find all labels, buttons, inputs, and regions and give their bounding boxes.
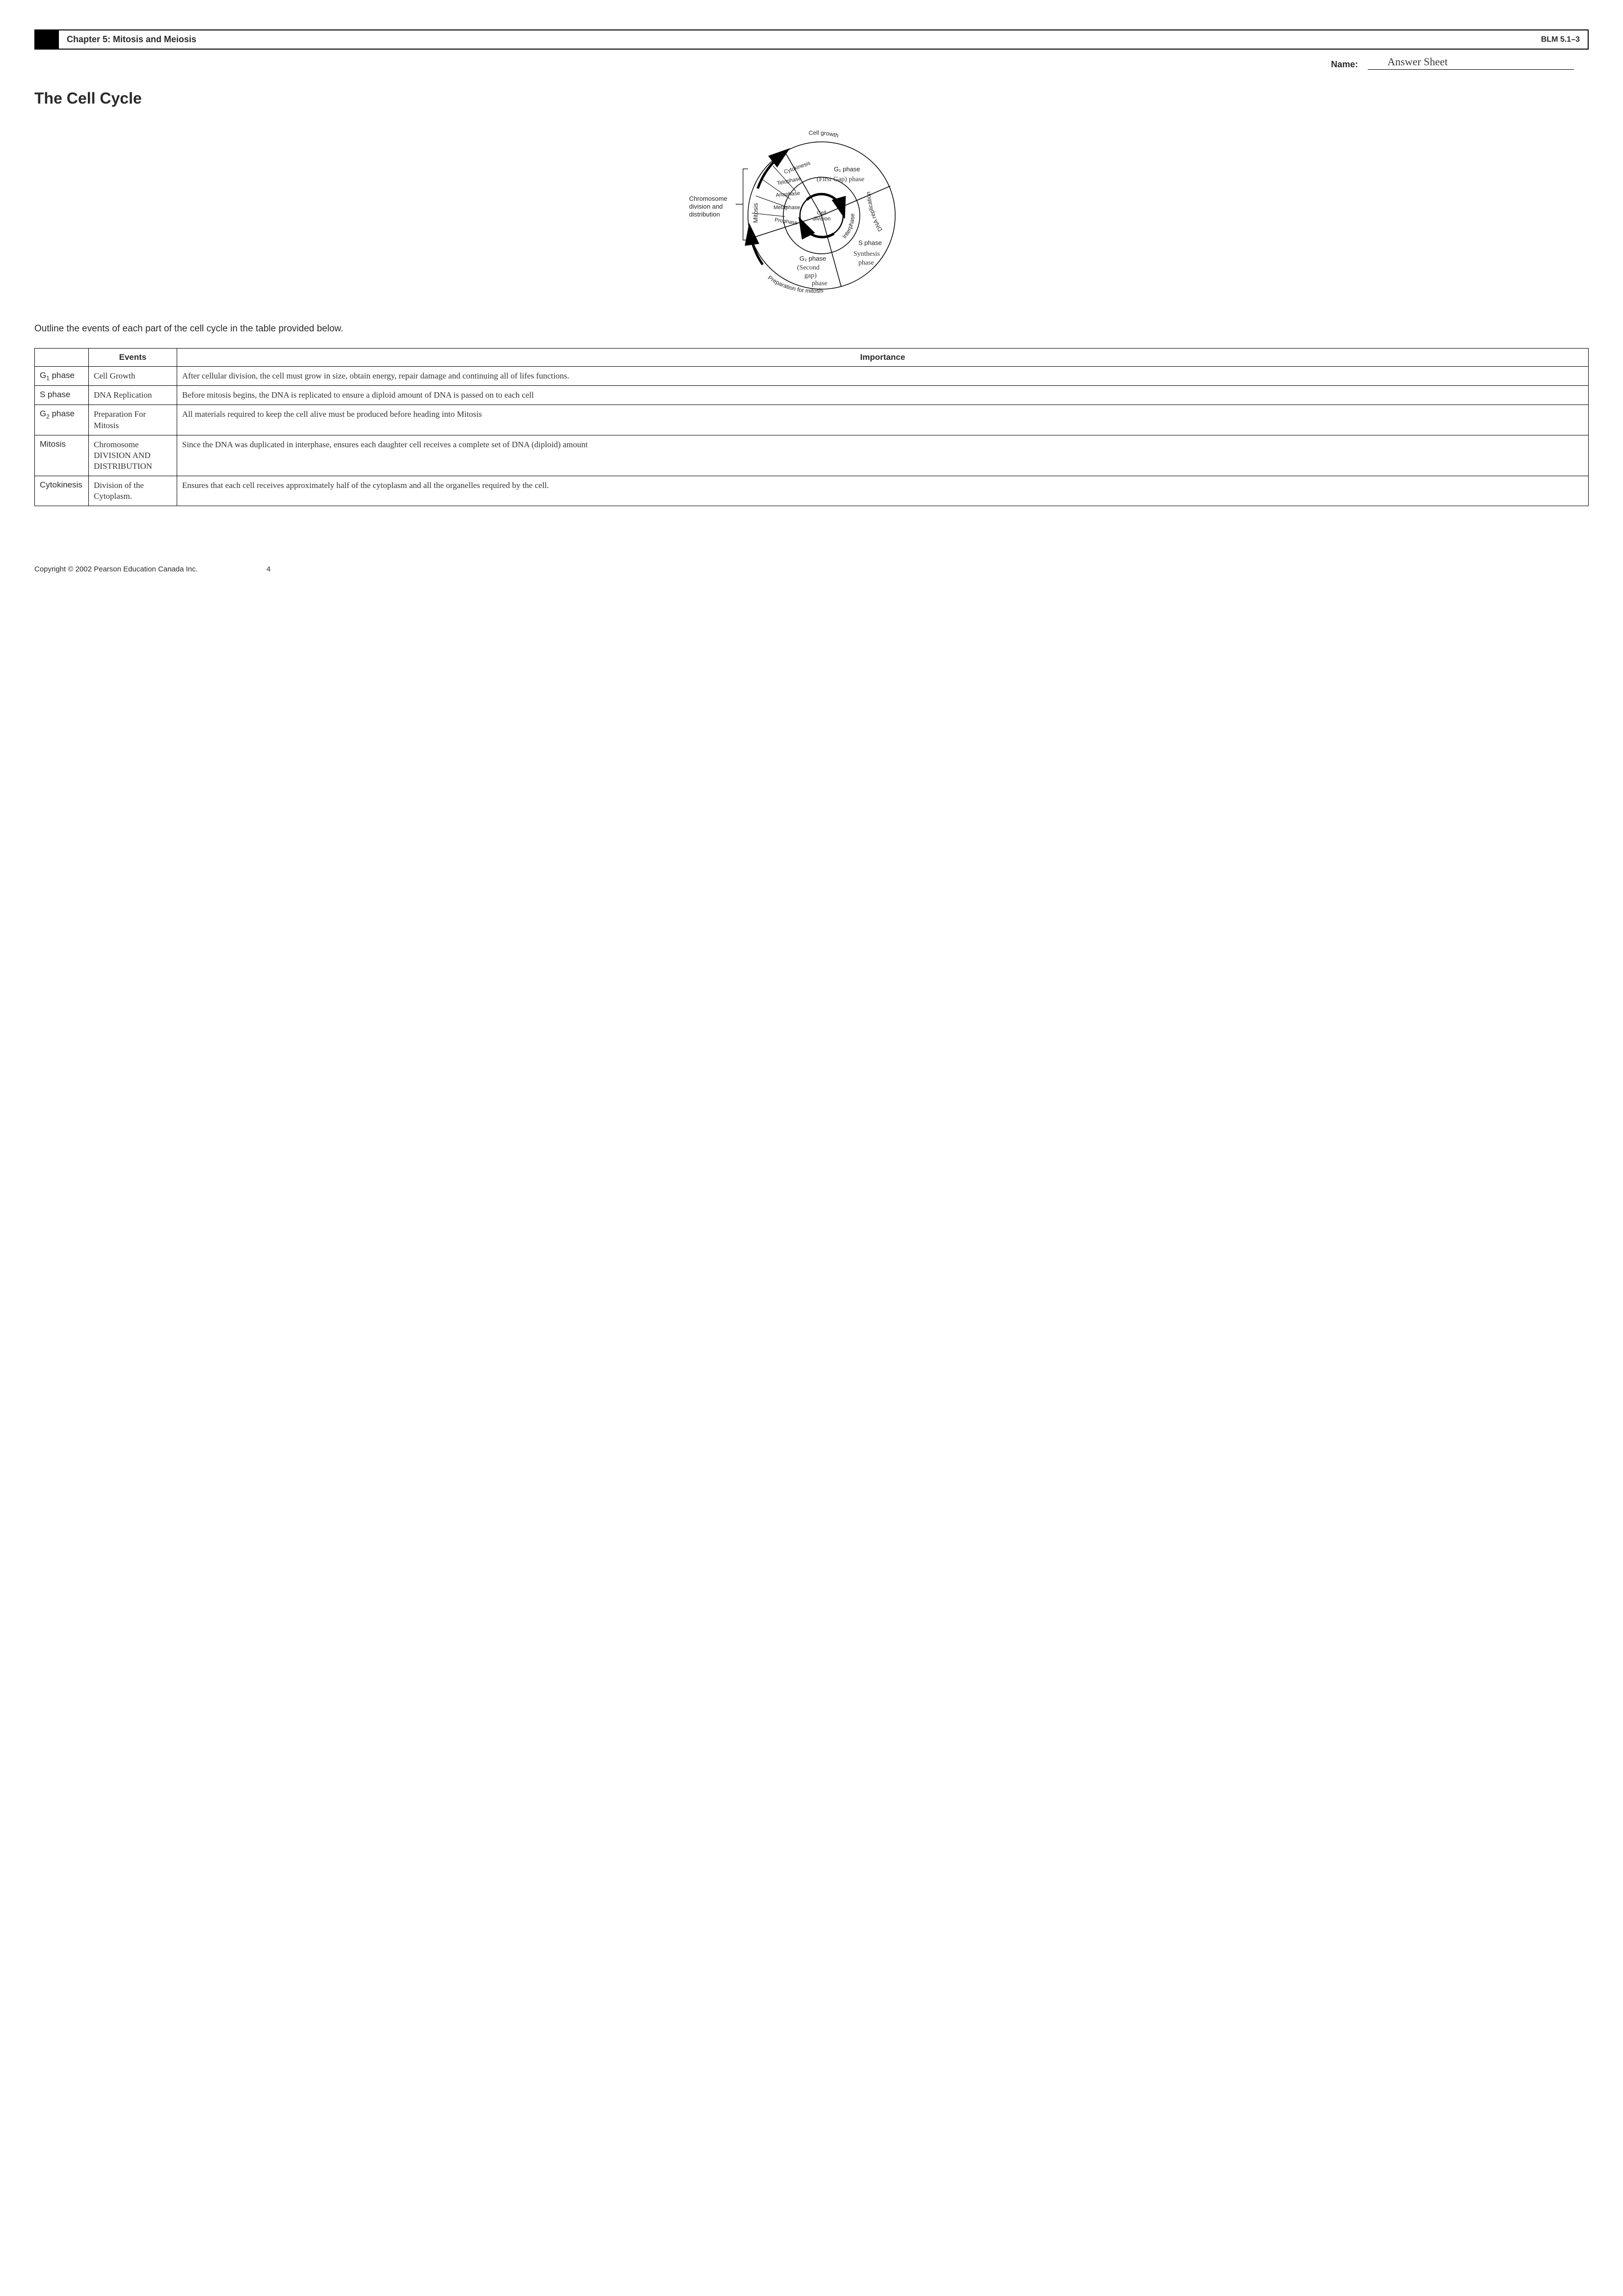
name-value: Answer Sheet [1368, 55, 1574, 70]
blm-code: BLM 5.1–3 [1541, 35, 1580, 44]
table-row: G2 phase Preparation For Mitosis All mat… [35, 405, 1589, 435]
row-label-g1: G1 phase [35, 367, 89, 386]
table-row: S phase DNA Replication Before mitosis b… [35, 386, 1589, 405]
label-g2-hw1: (Second [797, 264, 820, 271]
header-black-box [35, 30, 59, 49]
events-g1: Cell Growth [89, 367, 177, 386]
label-g1: G₁ phase [834, 165, 860, 173]
row-label-cytokinesis: Cytokinesis [35, 476, 89, 506]
cell-cycle-diagram: Cell growth DNA replication Preparation … [34, 122, 1589, 309]
label-g1-hw: (First Gap) phase [817, 176, 864, 183]
events-cytokinesis: Division of the Cytoplasm. [89, 476, 177, 506]
importance-cytokinesis: Ensures that each cell receives approxim… [177, 476, 1589, 506]
diagram-svg: Cell growth DNA replication Preparation … [660, 122, 964, 309]
copyright-text: Copyright © 2002 Pearson Education Canad… [34, 565, 198, 573]
label-mitosis-side: Mitosis [752, 203, 759, 223]
row-label-mitosis: Mitosis [35, 435, 89, 476]
table-header-row: Events Importance [35, 349, 1589, 367]
label-s-hw2: phase [858, 259, 874, 267]
label-g2-hw2: gap) [804, 272, 817, 279]
chapter-title: Chapter 5: Mitosis and Meiosis [67, 34, 196, 45]
th-importance: Importance [177, 349, 1589, 367]
page-header: Chapter 5: Mitosis and Meiosis BLM 5.1–3 [34, 29, 1589, 50]
events-s: DNA Replication [89, 386, 177, 405]
events-g2: Preparation For Mitosis [89, 405, 177, 435]
label-s: S phase [858, 239, 882, 246]
table-row: G1 phase Cell Growth After cellular divi… [35, 367, 1589, 386]
th-events: Events [89, 349, 177, 367]
th-blank [35, 349, 89, 367]
importance-g1: After cellular division, the cell must g… [177, 367, 1589, 386]
side-caption-2: division and [689, 203, 723, 210]
instruction-text: Outline the events of each part of the c… [34, 324, 1589, 334]
worksheet-title: The Cell Cycle [34, 89, 1589, 108]
table-row: Mitosis Chromosome DIVISION AND DISTRIBU… [35, 435, 1589, 476]
importance-g2: All materials required to keep the cell … [177, 405, 1589, 435]
table-row: Cytokinesis Division of the Cytoplasm. E… [35, 476, 1589, 506]
label-dna-replication: DNA replication [865, 191, 884, 233]
header-content: Chapter 5: Mitosis and Meiosis BLM 5.1–3 [59, 30, 1588, 49]
label-metaphase: Metaphase [773, 205, 800, 211]
label-g2-hw3: phase [812, 280, 827, 287]
side-caption-3: distribution [689, 211, 720, 218]
name-label: Name: [1331, 59, 1358, 70]
label-cell-growth: Cell growth [808, 129, 839, 139]
name-row: Name: Answer Sheet [34, 55, 1574, 70]
row-label-g2: G2 phase [35, 405, 89, 435]
importance-s: Before mitosis begins, the DNA is replic… [177, 386, 1589, 405]
events-mitosis: Chromosome DIVISION AND DISTRIBUTION [89, 435, 177, 476]
page-footer: Copyright © 2002 Pearson Education Canad… [34, 565, 1589, 573]
label-prophase: Prophase [774, 217, 798, 226]
cell-cycle-table: Events Importance G1 phase Cell Growth A… [34, 348, 1589, 506]
row-label-s: S phase [35, 386, 89, 405]
label-g2: G₂ phase [799, 255, 826, 262]
label-s-hw1: Synthesis [853, 250, 880, 258]
importance-mitosis: Since the DNA was duplicated in interpha… [177, 435, 1589, 476]
page-number: 4 [266, 565, 270, 573]
side-caption-1: Chromosome [689, 195, 727, 202]
label-cell-division: Celldivision [812, 210, 830, 222]
